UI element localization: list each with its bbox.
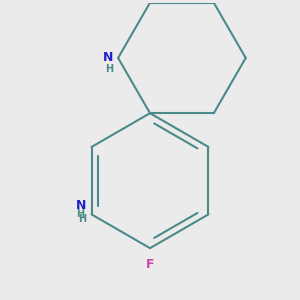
Text: N: N: [103, 51, 113, 64]
Text: H: H: [105, 64, 113, 74]
Text: H: H: [79, 214, 87, 224]
Text: N: N: [76, 199, 87, 212]
Text: H: H: [76, 209, 84, 219]
Text: F: F: [146, 258, 154, 271]
